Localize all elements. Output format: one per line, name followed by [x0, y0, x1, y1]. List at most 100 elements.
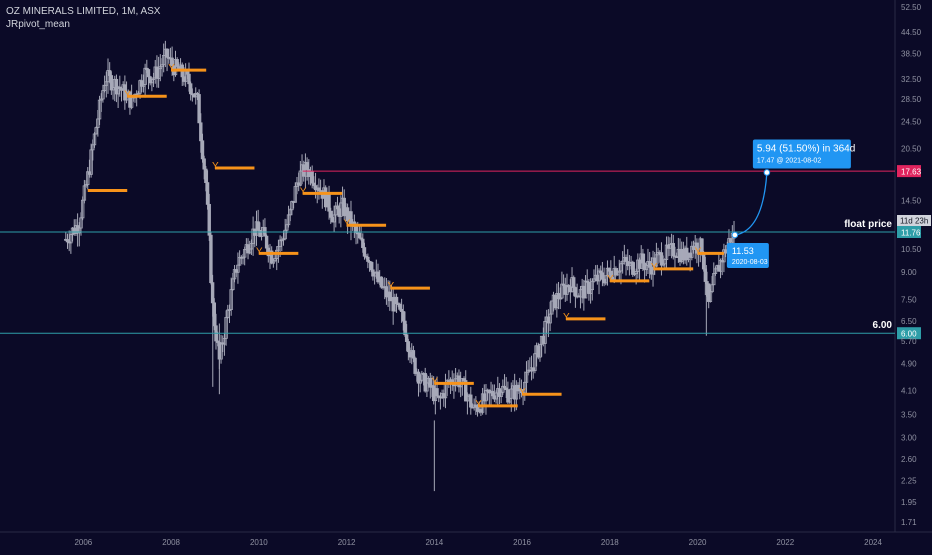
time-tick-label: 2010 — [250, 538, 268, 547]
candle-body — [188, 83, 193, 95]
pivot-marker: Y — [651, 262, 658, 273]
candle-body — [256, 221, 260, 231]
candle-body — [310, 170, 314, 184]
projection-layer: 11.53 2020-08-03 5.94 (51.50%) in 364d 17.4… — [726, 139, 855, 268]
candle-body — [205, 182, 210, 205]
pivot-marker: Y — [212, 161, 219, 172]
projection-start-point — [731, 231, 739, 239]
price-tag — [897, 226, 921, 239]
time-tick-label: 2008 — [162, 538, 180, 547]
pivot-marker: Y — [300, 186, 307, 197]
candle-body — [366, 256, 370, 262]
candle-body — [469, 394, 473, 408]
horizontal-line-label: float price — [844, 219, 892, 230]
candle-body — [165, 48, 169, 58]
price-tick-label: 5.70 — [901, 337, 917, 346]
candle-body — [413, 357, 417, 374]
candle-body — [175, 59, 179, 67]
candle-body — [335, 205, 340, 210]
price-tick-label: 14.50 — [901, 197, 922, 206]
time-tick-label: 2006 — [74, 538, 92, 547]
price-tag — [897, 327, 921, 340]
projection-end-point — [763, 169, 771, 176]
start-callout-date: 2020-08-03 — [732, 259, 768, 266]
candle-body — [200, 140, 205, 160]
price-tag-label: 11.76 — [901, 229, 921, 238]
horizontal-lines-layer: float price 6.00 — [0, 170, 895, 334]
candle-body — [671, 243, 675, 257]
time-tick-label: 2024 — [864, 538, 882, 547]
price-tick-label: 3.50 — [901, 410, 917, 419]
projection-curve — [734, 172, 768, 236]
price-tick-label: 3.00 — [901, 433, 917, 442]
candle-body — [435, 388, 439, 397]
pivot-marker: Y — [344, 218, 351, 229]
price-tick-label: 52.50 — [901, 3, 922, 12]
candle-body — [362, 247, 367, 257]
candle-body — [207, 203, 211, 236]
candle-body — [327, 192, 331, 212]
candle-body — [600, 272, 605, 280]
pivot-marker: Y — [607, 274, 614, 285]
countdown-tag — [897, 215, 931, 227]
candle-body — [212, 302, 217, 327]
price-tick-label: 2.60 — [901, 455, 917, 464]
horizontal-line-label: 6.00 — [873, 320, 893, 331]
candle-body — [659, 252, 664, 266]
candle-body — [361, 238, 365, 248]
target-callout-date: 17.47 @ 2021-08-02 — [757, 157, 821, 164]
candle-body — [394, 296, 399, 305]
price-tick-label: 20.50 — [901, 144, 922, 153]
candle-body — [199, 122, 203, 142]
pivot-marker: Y — [563, 312, 570, 323]
time-tick-label: 2020 — [689, 538, 707, 547]
price-tick-label: 9.00 — [901, 268, 917, 277]
candles-layer — [64, 40, 736, 492]
price-tick-label: 28.50 — [901, 95, 922, 104]
candle-body — [197, 94, 201, 124]
candle-body — [202, 158, 206, 170]
time-tick-label: 2012 — [338, 538, 356, 547]
candle-body — [329, 210, 333, 218]
candle-body — [379, 276, 384, 288]
target-callout-value: 5.94 (51.50%) in 364d — [757, 143, 855, 154]
candle-body — [406, 341, 411, 353]
time-tick-label: 2018 — [601, 538, 619, 547]
price-tick-label: 4.90 — [901, 360, 917, 369]
time-tick-label: 2016 — [513, 538, 531, 547]
pivot-marker: Y — [519, 387, 526, 398]
pivot-marker: Y — [387, 281, 394, 292]
candle-body — [631, 261, 635, 275]
candle-body — [491, 390, 495, 397]
candle-body — [607, 267, 611, 272]
candle-body — [624, 257, 628, 262]
candle-body — [404, 334, 409, 342]
price-tick-label: 24.50 — [901, 118, 922, 127]
price-tag — [897, 165, 921, 178]
price-tick-label: 38.50 — [901, 50, 922, 59]
candle-body — [187, 73, 191, 85]
price-tick-label: 10.50 — [901, 245, 922, 254]
price-axis[interactable]: 52.50 44.50 38.50 32.50 28.50 24.50 20.50 17.63… — [897, 3, 931, 527]
symbol-title[interactable]: OZ MINERALS LIMITED, 1M, ASX — [6, 6, 161, 17]
price-tick-label: 44.50 — [901, 28, 922, 37]
candle-body — [204, 168, 208, 184]
price-tick-label: 4.10 — [901, 386, 917, 395]
candle-body — [146, 69, 151, 78]
candle-body — [572, 277, 576, 288]
countdown-tag-label: 11d 23h — [900, 217, 928, 226]
time-axis[interactable]: 2006 2008 2010 2012 2014 2016 2018 2020 2022 2024 — [74, 538, 882, 547]
price-tick-label: 2.25 — [901, 477, 917, 486]
time-tick-label: 2022 — [776, 538, 794, 547]
candle-body — [209, 234, 213, 284]
candle-body — [107, 70, 112, 76]
pivot-marker: Y — [695, 246, 702, 257]
price-tick-label: 6.50 — [901, 317, 917, 326]
start-callout-value: 11.53 — [732, 246, 754, 256]
pivot-marker: Y — [431, 376, 438, 387]
start-callout-box — [726, 242, 769, 268]
indicator-name[interactable]: JRpivot_mean — [6, 19, 70, 30]
price-tag-label: 6.00 — [901, 330, 917, 339]
